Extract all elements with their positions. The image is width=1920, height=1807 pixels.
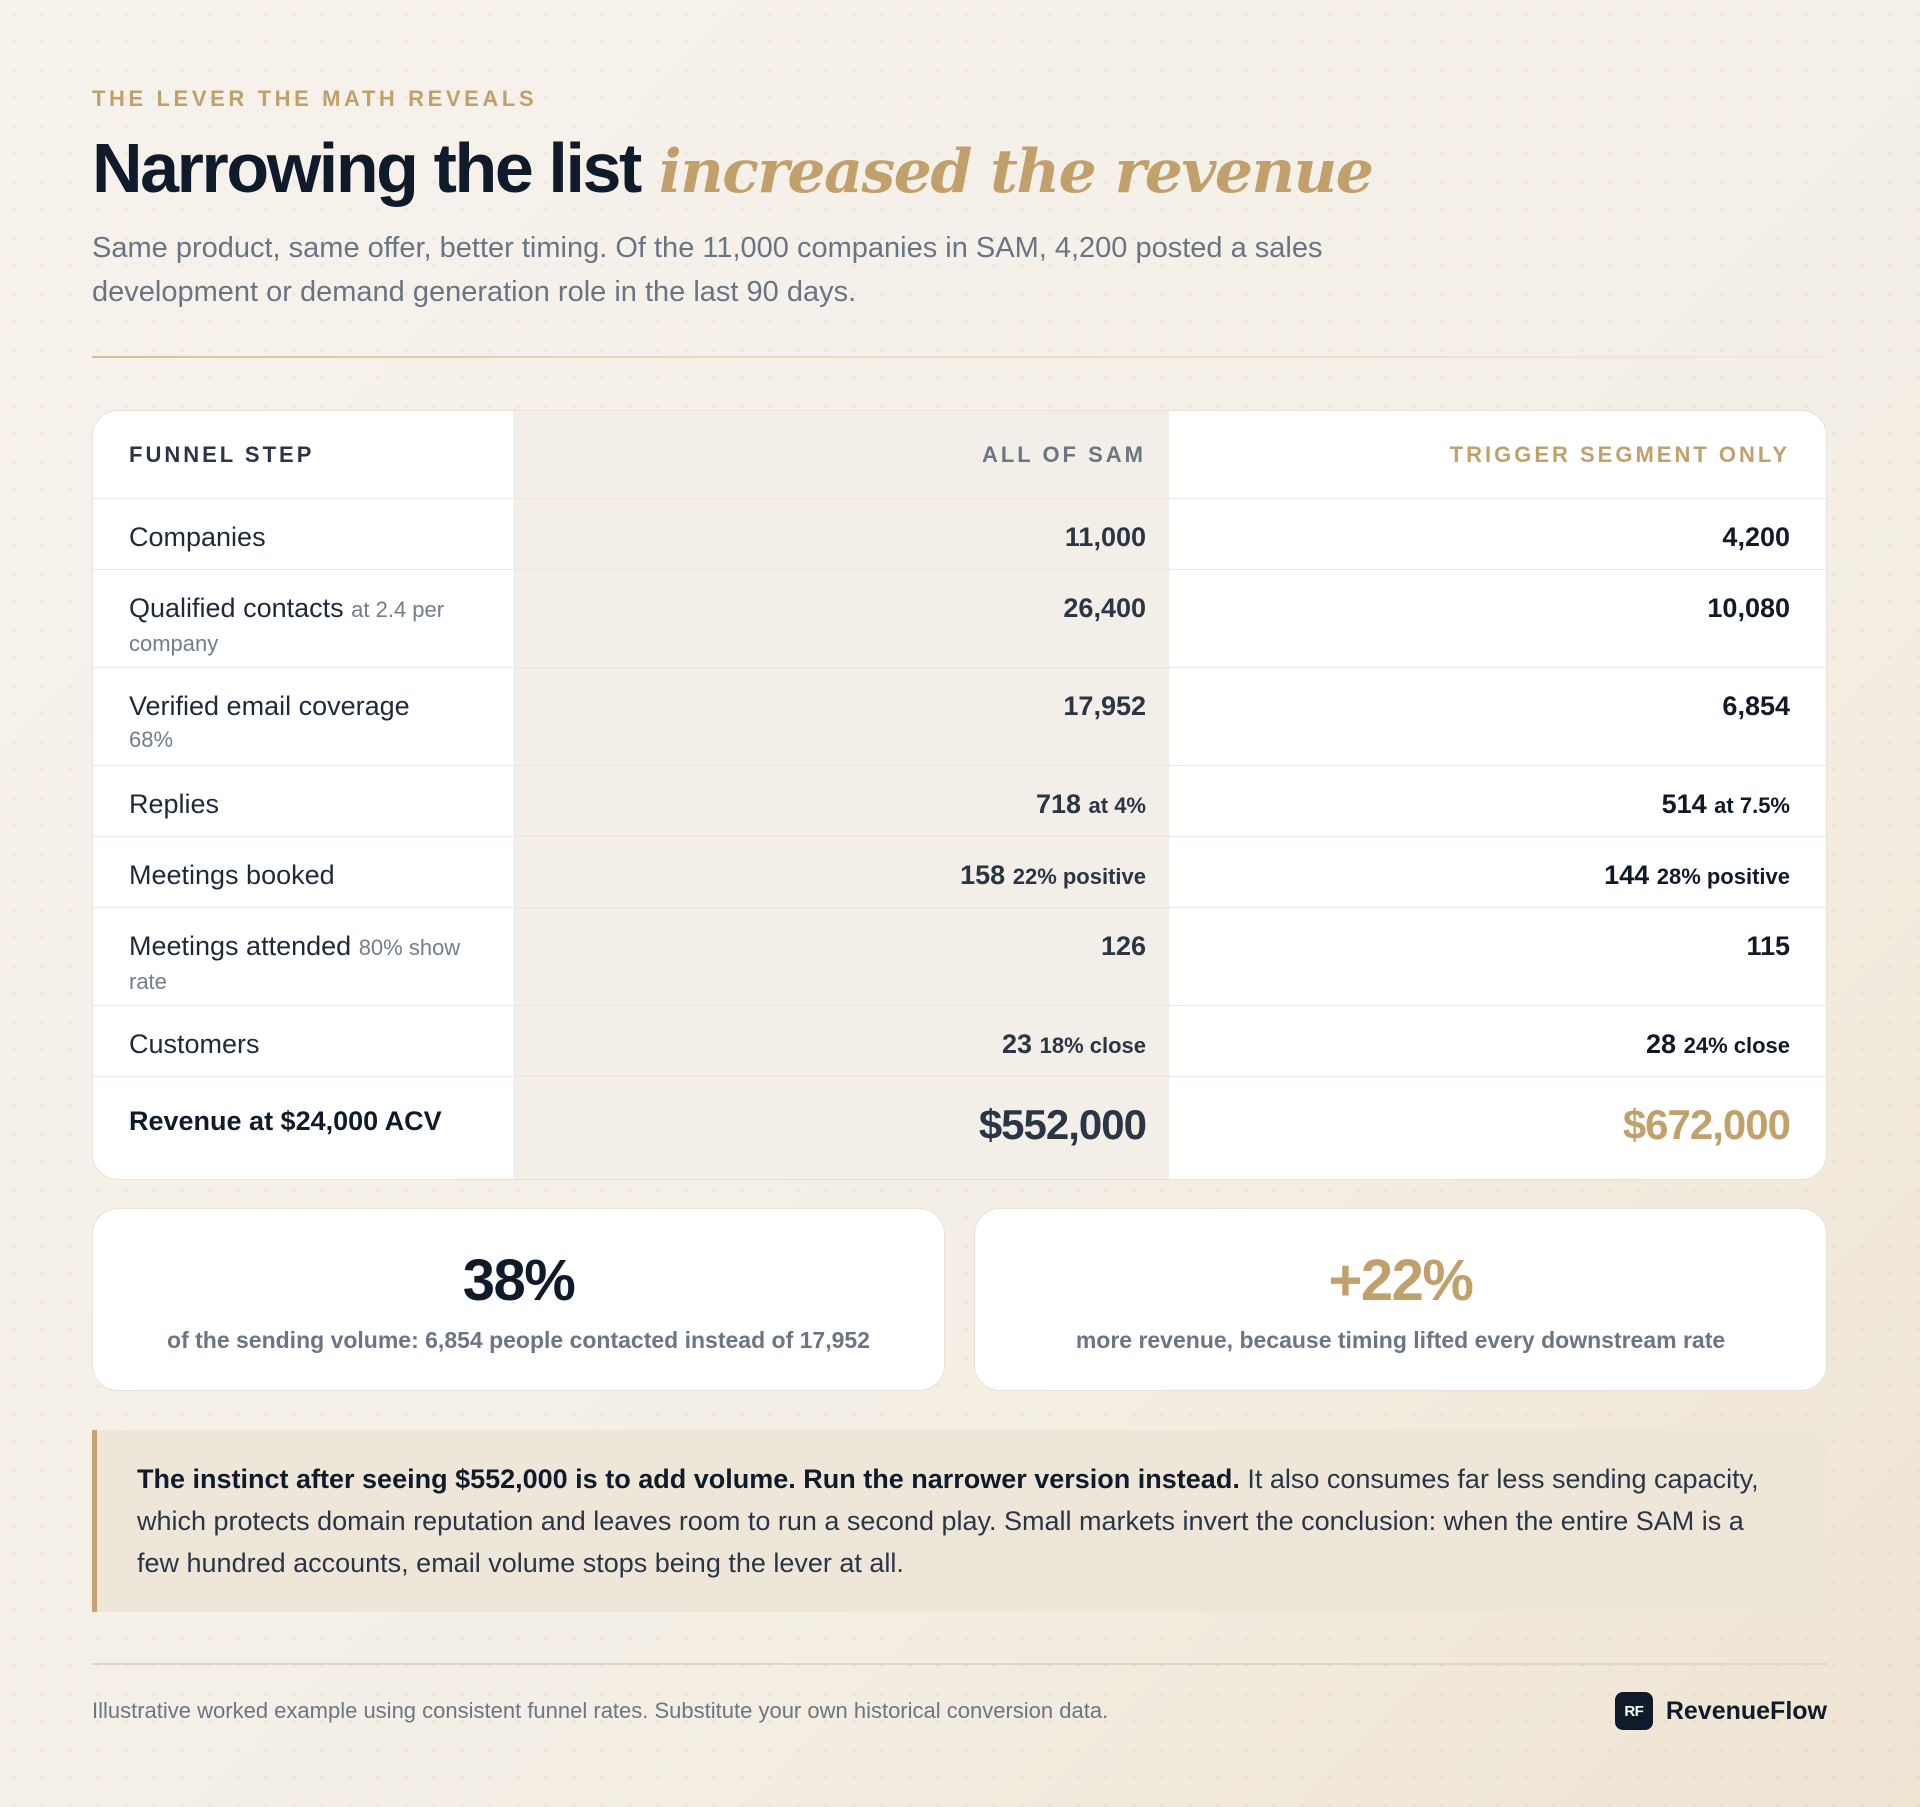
sam-value: 26,400 <box>1063 570 1146 624</box>
sam-value-note: 22% positive <box>1012 864 1146 889</box>
revenue-row: Revenue at $24,000 ACV $552,000 $672,000 <box>93 1077 1826 1179</box>
sam-value-note: at 4% <box>1088 793 1146 818</box>
trigger-value: 144 28% positive <box>1604 837 1790 893</box>
trigger-value-text: 10,080 <box>1707 593 1790 623</box>
sam-value-text: 26,400 <box>1063 593 1146 623</box>
trigger-value-note: 24% close <box>1683 1033 1790 1058</box>
trigger-value-text: 28 <box>1646 1029 1677 1059</box>
row-label: Meetings booked <box>129 837 499 891</box>
brand-name: RevenueFlow <box>1665 1696 1827 1725</box>
row-label-text: Meetings booked <box>129 860 335 890</box>
row-label: Companies <box>129 499 499 553</box>
sam-value: 17,952 <box>1063 668 1146 722</box>
title-strong: Narrowing the list <box>92 129 642 207</box>
row-label-text: Companies <box>129 522 266 552</box>
stat-caption: of the sending volume: 6,854 people cont… <box>167 1327 870 1353</box>
header-all-sam: ALL OF SAM <box>981 442 1146 467</box>
sam-revenue: $552,000 <box>978 1101 1147 1148</box>
sam-value: 11,000 <box>1065 499 1146 553</box>
table-row: Meetings booked 158 22% positive 144 28%… <box>93 837 1826 908</box>
row-label: Qualified contacts at 2.4 per company <box>129 570 499 660</box>
page-title: Narrowing the list increased the revenue <box>92 128 1374 208</box>
stat-caption: more revenue, because timing lifted ever… <box>1075 1327 1726 1353</box>
trigger-value-text: 4,200 <box>1722 522 1790 552</box>
trigger-value-text: 115 <box>1746 931 1790 961</box>
row-label-sub: at 2.4 per company <box>129 597 445 656</box>
row-label: Meetings attended 80% show rate <box>129 908 499 998</box>
table-row: Companies 11,000 4,200 <box>93 499 1826 570</box>
sam-value-text: 11,000 <box>1064 522 1146 552</box>
table-row: Meetings attended 80% show rate 126 115 <box>93 908 1826 1006</box>
sam-value: 126 <box>1101 908 1146 962</box>
row-label: Verified email coverage 68% <box>129 668 499 756</box>
sam-value-text: 158 <box>960 860 1006 890</box>
divider <box>92 356 1827 358</box>
row-label-sub: 80% show rate <box>129 935 461 994</box>
trigger-value: 514 at 7.5% <box>1662 766 1790 822</box>
table-row: Customers 23 18% close 28 24% close <box>93 1006 1826 1077</box>
sam-column-shade <box>513 411 1169 1179</box>
callout-bold: The instinct after seeing $552,000 is to… <box>137 1464 1240 1494</box>
table-row: Qualified contacts at 2.4 per company 26… <box>93 570 1826 668</box>
sam-value-text: 718 <box>1035 789 1081 819</box>
row-label-text: Verified email coverage <box>129 691 410 721</box>
row-label: Customers <box>129 1006 499 1060</box>
sam-value-text: 17,952 <box>1063 691 1146 721</box>
brand-logo-icon: RF <box>1614 1692 1653 1730</box>
callout: The instinct after seeing $552,000 is to… <box>92 1430 1827 1612</box>
table-row: Verified email coverage 68% 17,952 6,854 <box>93 668 1826 766</box>
trigger-value: 10,080 <box>1707 570 1790 624</box>
sam-value-note: 18% close <box>1039 1033 1146 1058</box>
sam-value-text: 126 <box>1100 931 1146 961</box>
sam-value: 23 18% close <box>1002 1006 1146 1062</box>
trigger-value: 6,854 <box>1722 668 1790 722</box>
trigger-value-text: 6,854 <box>1722 691 1790 721</box>
header-funnel-step: FUNNEL STEP <box>129 442 315 467</box>
footer-divider <box>92 1663 1827 1665</box>
row-label-text: Customers <box>129 1029 260 1059</box>
footer-note: Illustrative worked example using consis… <box>92 1698 1109 1723</box>
row-label: Replies <box>129 766 499 820</box>
callout-text: The instinct after seeing $552,000 is to… <box>137 1458 1783 1584</box>
row-label-text: Qualified contacts <box>129 593 344 623</box>
funnel-table: FUNNEL STEP ALL OF SAM TRIGGER SEGMENT O… <box>92 410 1827 1180</box>
title-script: increased the revenue <box>658 137 1374 207</box>
table-row: Replies 718 at 4% 514 at 7.5% <box>93 766 1826 837</box>
stat-value: 38% <box>462 1248 576 1313</box>
stat-card-volume: 38% of the sending volume: 6,854 people … <box>92 1208 945 1391</box>
stat-value: +22% <box>1328 1248 1474 1313</box>
sam-value: 718 at 4% <box>1036 766 1146 822</box>
lede-paragraph: Same product, same offer, better timing.… <box>92 232 1323 308</box>
trigger-value-note: at 7.5% <box>1714 793 1790 818</box>
callout-rest: It also consumes far less sending capaci… <box>137 1464 1759 1578</box>
header-trigger-segment: TRIGGER SEGMENT ONLY <box>1449 442 1790 467</box>
trigger-value-text: 144 <box>1604 860 1650 890</box>
trigger-value-note: 28% positive <box>1656 864 1790 889</box>
row-label-sub: 68% <box>129 727 174 752</box>
trigger-value: 4,200 <box>1722 499 1790 553</box>
trigger-value-text: 514 <box>1661 789 1707 819</box>
row-label-text: Meetings attended <box>129 931 352 961</box>
revenue-label: Revenue at $24,000 ACV <box>129 1106 442 1136</box>
row-label-text: Replies <box>129 789 220 819</box>
sam-value-text: 23 <box>1002 1029 1033 1059</box>
trigger-value: 115 <box>1746 908 1790 962</box>
table-header: FUNNEL STEP ALL OF SAM TRIGGER SEGMENT O… <box>93 411 1826 499</box>
trigger-value: 28 24% close <box>1646 1006 1790 1062</box>
brand[interactable]: RF RevenueFlow <box>1614 1692 1827 1730</box>
sam-value: 158 22% positive <box>960 837 1146 893</box>
trigger-revenue: $672,000 <box>1622 1101 1791 1148</box>
eyebrow: THE LEVER THE MATH REVEALS <box>92 86 538 111</box>
stat-card-revenue: +22% more revenue, because timing lifted… <box>974 1208 1827 1391</box>
